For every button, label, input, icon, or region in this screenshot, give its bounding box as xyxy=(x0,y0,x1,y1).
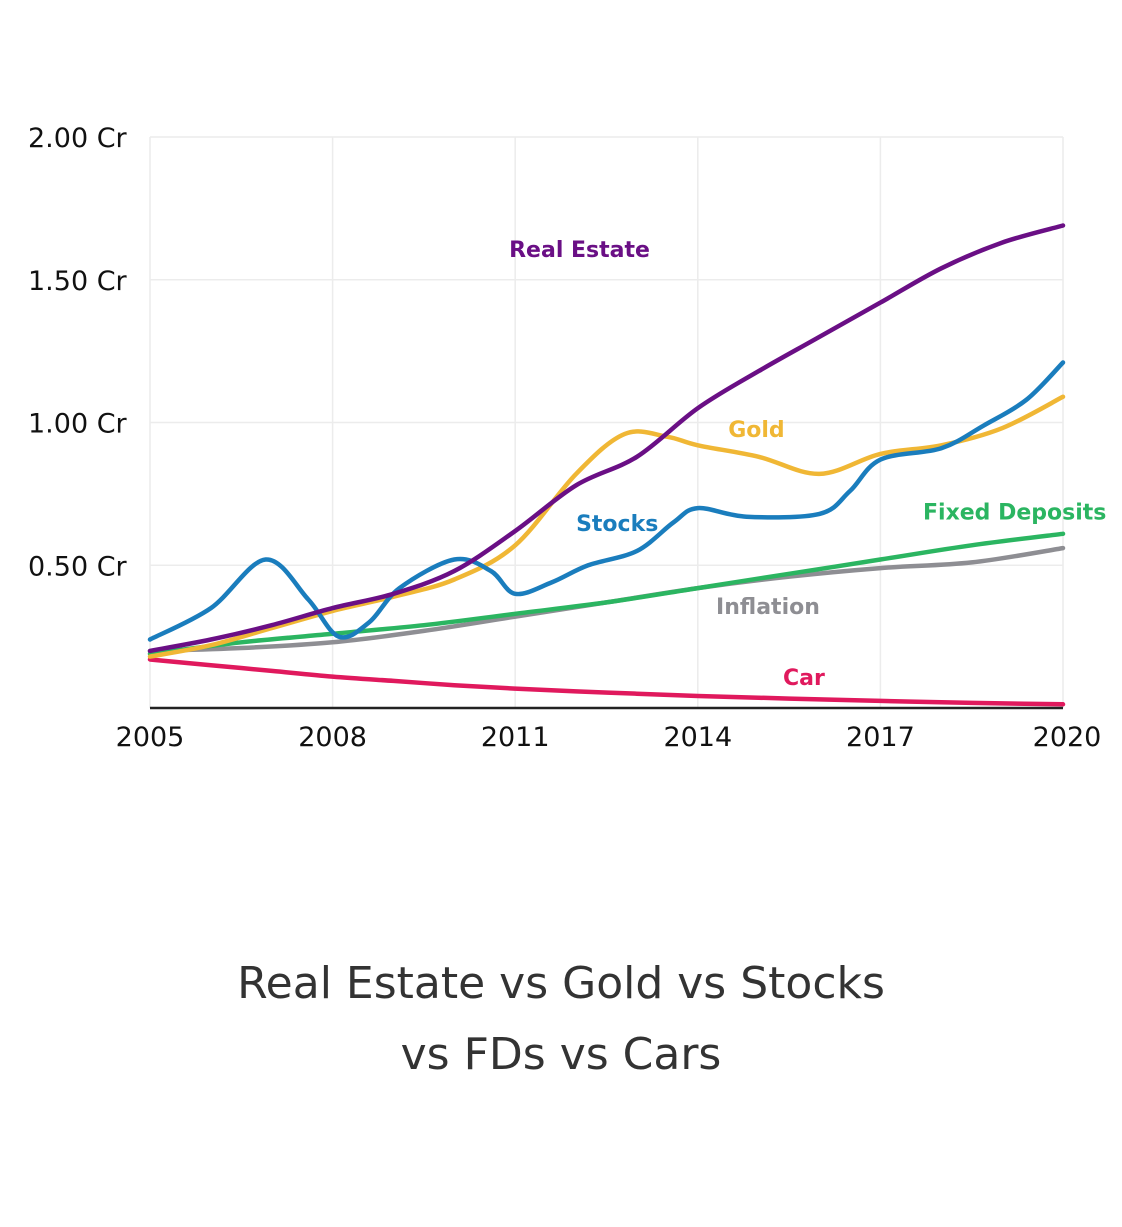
series-line-car xyxy=(147,657,1066,707)
x-tick-label-2014: 2014 xyxy=(663,722,732,753)
y-tick-label-2-00-cr: 2.00 Cr xyxy=(28,123,128,154)
series-lines xyxy=(147,223,1066,707)
axes: 2005 2008 2011 2014 2017 2020 0.50 Cr 1.00 Cr 1.… xyxy=(28,123,1101,753)
series-label-stocks: Stocks xyxy=(576,512,658,537)
y-tick-label-1-50-cr: 1.50 Cr xyxy=(28,266,128,297)
series-label-gold: Gold xyxy=(728,418,784,443)
chart-caption-line-2: vs FDs vs Cars xyxy=(400,1029,722,1080)
series-line-inflation xyxy=(147,545,1066,654)
chart-caption-line-1: Real Estate vs Gold vs Stocks xyxy=(237,958,885,1009)
series-label-fixed-deposits: Fixed Deposits xyxy=(923,501,1106,526)
x-tick-label-2011: 2011 xyxy=(481,722,550,753)
y-tick-label-1-00-cr: 1.00 Cr xyxy=(28,409,128,440)
y-tick-label-0-50-cr: 0.50 Cr xyxy=(28,551,128,582)
series-line-gold xyxy=(147,394,1066,659)
series-labels: Inflation Fixed Deposits Car Gold Stocks Real… xyxy=(509,238,1106,691)
series-label-inflation: Inflation xyxy=(716,595,820,620)
x-tick-label-2005: 2005 xyxy=(116,722,185,753)
x-tick-label-2017: 2017 xyxy=(846,722,915,753)
series-label-car: Car xyxy=(783,666,825,691)
grid xyxy=(149,136,1064,708)
series-line-fixed-deposits xyxy=(147,531,1066,657)
x-tick-label-2008: 2008 xyxy=(298,722,367,753)
series-label-real-estate: Real Estate xyxy=(509,238,650,263)
x-tick-label-2020: 2020 xyxy=(1033,722,1102,753)
series-line-stocks xyxy=(147,360,1066,642)
series-line-real-estate xyxy=(147,223,1066,654)
